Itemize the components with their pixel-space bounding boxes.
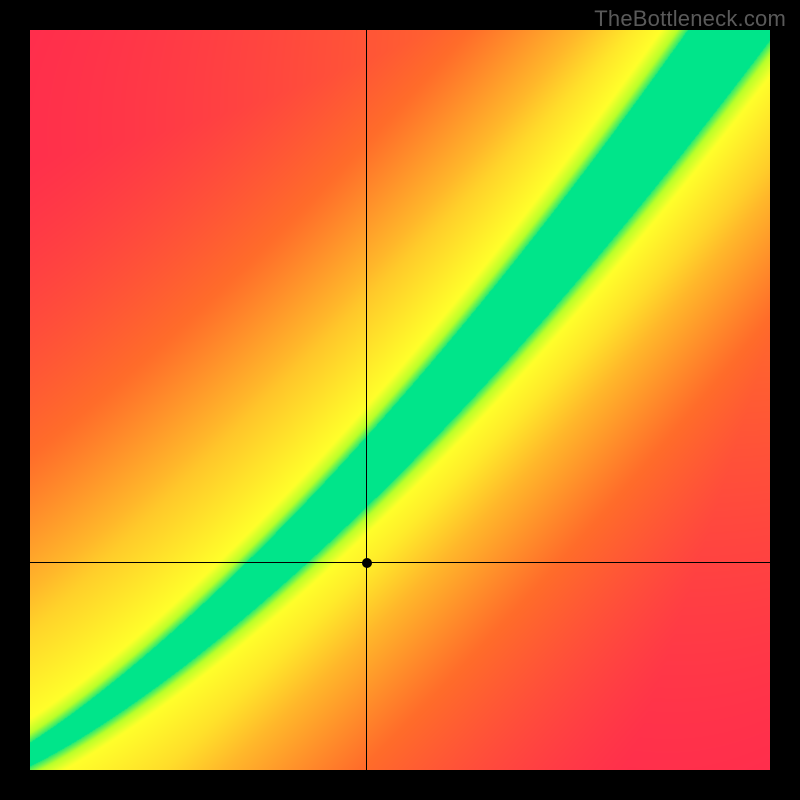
chart-container: TheBottleneck.com [0, 0, 800, 800]
heatmap-canvas [30, 30, 770, 770]
watermark-text: TheBottleneck.com [594, 6, 786, 32]
